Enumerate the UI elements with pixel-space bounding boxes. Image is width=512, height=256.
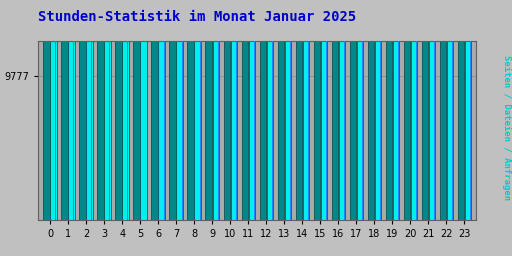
Bar [368,0,374,220]
Bar [177,0,183,220]
Bar [79,0,86,220]
Bar [422,0,428,220]
Bar [97,0,104,220]
Bar [159,0,165,220]
Bar [218,0,219,220]
Bar [195,0,201,220]
Bar [115,0,122,220]
Bar [332,0,338,220]
Bar [253,0,254,220]
Bar [140,0,147,220]
Bar [393,0,399,220]
Bar [403,0,410,220]
Bar [465,0,471,220]
Bar [50,0,57,220]
Bar [440,0,446,220]
Bar [205,0,212,220]
Bar [69,0,75,220]
Bar [92,0,93,220]
Bar [285,0,291,220]
Bar [386,0,392,220]
Bar [458,0,464,220]
Bar [145,0,146,220]
Bar [416,0,417,220]
Bar [278,0,284,220]
Bar [224,0,230,220]
Bar [87,0,93,220]
Bar [398,0,399,220]
Bar [73,0,74,220]
Bar [429,0,435,220]
Bar [44,0,50,220]
Text: Stunden-Statistik im Monat Januar 2025: Stunden-Statistik im Monat Januar 2025 [38,10,357,24]
Bar [350,0,356,220]
Bar [260,0,266,220]
Bar [200,0,201,220]
Bar [411,0,417,220]
Bar [326,0,327,220]
Bar [61,0,68,220]
Bar [248,0,255,220]
Bar [267,0,273,220]
Bar [446,0,453,220]
Bar [452,0,453,220]
Bar [357,0,363,220]
Bar [55,0,56,220]
Bar [236,0,237,220]
Bar [230,0,237,220]
Bar [104,0,111,220]
Text: Seiten / Dateien / Anfragen: Seiten / Dateien / Anfragen [502,56,511,200]
Bar [361,0,362,220]
Bar [122,0,129,220]
Bar [470,0,471,220]
Bar [163,0,164,220]
Bar [187,0,194,220]
Bar [212,0,219,220]
Bar [169,0,176,220]
Bar [152,0,158,220]
Bar [313,0,320,220]
Bar [127,0,129,220]
Bar [344,0,345,220]
Bar [242,0,248,220]
Bar [321,0,327,220]
Bar [308,0,309,220]
Bar [338,0,345,220]
Bar [290,0,291,220]
Bar [110,0,111,220]
Bar [295,0,302,220]
Bar [303,0,309,220]
Bar [375,0,381,220]
Bar [434,0,435,220]
Bar [134,0,140,220]
Bar [380,0,381,220]
